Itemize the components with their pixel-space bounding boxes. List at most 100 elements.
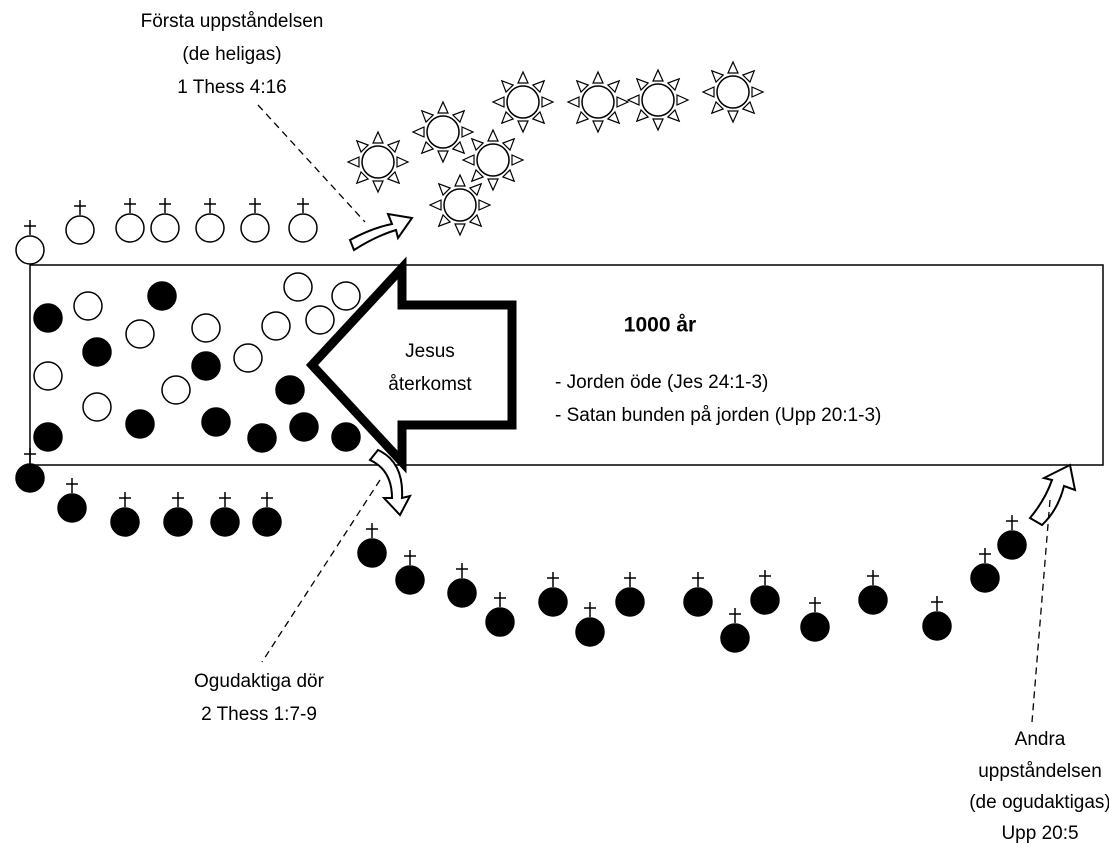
black-circle <box>615 587 645 617</box>
sun-ray <box>355 139 370 154</box>
sun-ray <box>420 109 435 124</box>
sun-ray <box>741 100 756 115</box>
sun <box>476 143 510 177</box>
box-item: - Satan bunden på jorden (Upp 20:1-3) <box>555 405 881 426</box>
sun-ray <box>531 110 546 125</box>
sun-ray <box>531 79 546 94</box>
black-circle <box>331 422 361 452</box>
sun <box>361 145 395 179</box>
sun <box>443 188 477 222</box>
sun-ray <box>487 128 499 142</box>
black-circle <box>447 578 477 608</box>
sun-ray <box>511 154 525 166</box>
black-circle <box>33 422 63 452</box>
black-circle <box>575 617 605 647</box>
label: (de ogudaktigas) <box>969 792 1109 813</box>
black-circle <box>247 423 277 453</box>
white-circle <box>195 213 225 243</box>
sun-ray <box>428 199 442 211</box>
label: 2 Thess 1:7-9 <box>201 704 317 725</box>
box-title: 1000 år <box>624 314 696 337</box>
sun-ray <box>500 79 515 94</box>
black-circle <box>395 565 425 595</box>
label: Upp 20:5 <box>1001 823 1078 844</box>
sun <box>641 83 675 117</box>
black-circle <box>125 409 155 439</box>
sun-ray <box>470 137 485 152</box>
white-circle <box>288 213 318 243</box>
sun-ray <box>592 70 604 84</box>
sun <box>716 75 750 109</box>
black-circle <box>858 585 888 615</box>
black-circle <box>57 493 87 523</box>
sun-ray <box>701 86 715 98</box>
leader-line <box>1031 499 1051 723</box>
sun-ray <box>451 140 466 155</box>
sun-ray <box>666 77 681 92</box>
black-circle <box>485 607 515 637</box>
curved-arrow <box>1028 463 1077 527</box>
sun-ray <box>751 86 765 98</box>
sun-ray <box>491 96 505 108</box>
leader-line <box>257 104 366 223</box>
sun-ray <box>575 110 590 125</box>
sun-ray <box>606 79 621 94</box>
sun-ray <box>437 100 449 114</box>
white-circle <box>161 375 191 405</box>
black-circle <box>110 507 140 537</box>
sun-ray <box>470 168 485 183</box>
white-circle <box>125 319 155 349</box>
sun-ray <box>346 156 360 168</box>
sun-ray <box>626 94 640 106</box>
white-circle <box>33 361 63 391</box>
sun-ray <box>710 100 725 115</box>
sun-ray <box>500 110 515 125</box>
black-circle <box>275 375 305 405</box>
black-circle <box>538 587 568 617</box>
white-circle <box>82 392 112 422</box>
white-circle <box>115 213 145 243</box>
arrow-label: Jesus <box>405 341 455 362</box>
white-circle <box>150 213 180 243</box>
leader-line <box>261 479 381 663</box>
curved-arrows <box>348 212 1077 527</box>
sun-ray <box>411 126 425 138</box>
sun-ray <box>461 154 475 166</box>
return-arrow <box>305 256 517 474</box>
sun-ray <box>501 168 516 183</box>
arrow-label: återkomst <box>388 374 472 395</box>
sun-ray <box>386 170 401 185</box>
millennium-box <box>29 264 1104 466</box>
black-circle <box>750 585 780 615</box>
sun-ray <box>420 140 435 155</box>
black-circle <box>82 337 112 367</box>
white-circle <box>305 305 335 335</box>
black-circle <box>201 407 231 437</box>
label: (de heligas) <box>182 44 281 65</box>
sun-ray <box>517 70 529 84</box>
white-circle <box>261 311 291 341</box>
sun-ray <box>454 223 466 237</box>
black-circle <box>357 538 387 568</box>
white-circle <box>331 281 361 311</box>
sun-ray <box>461 126 475 138</box>
curved-arrow <box>348 212 414 252</box>
black-circle <box>720 623 750 653</box>
white-circle <box>15 235 45 265</box>
black-circle <box>15 463 45 493</box>
sun-ray <box>606 110 621 125</box>
sun-ray <box>666 108 681 123</box>
sun-ray <box>676 94 690 106</box>
black-circle <box>970 563 1000 593</box>
sun-ray <box>468 182 483 197</box>
sun-ray <box>437 182 452 197</box>
sun-ray <box>592 120 604 134</box>
black-circle <box>922 611 952 641</box>
sun-ray <box>478 199 492 211</box>
sun-ray <box>355 170 370 185</box>
white-circle <box>240 213 270 243</box>
black-circle <box>683 587 713 617</box>
white-circle <box>191 313 221 343</box>
black-circle <box>210 507 240 537</box>
curved-arrow <box>368 448 412 517</box>
